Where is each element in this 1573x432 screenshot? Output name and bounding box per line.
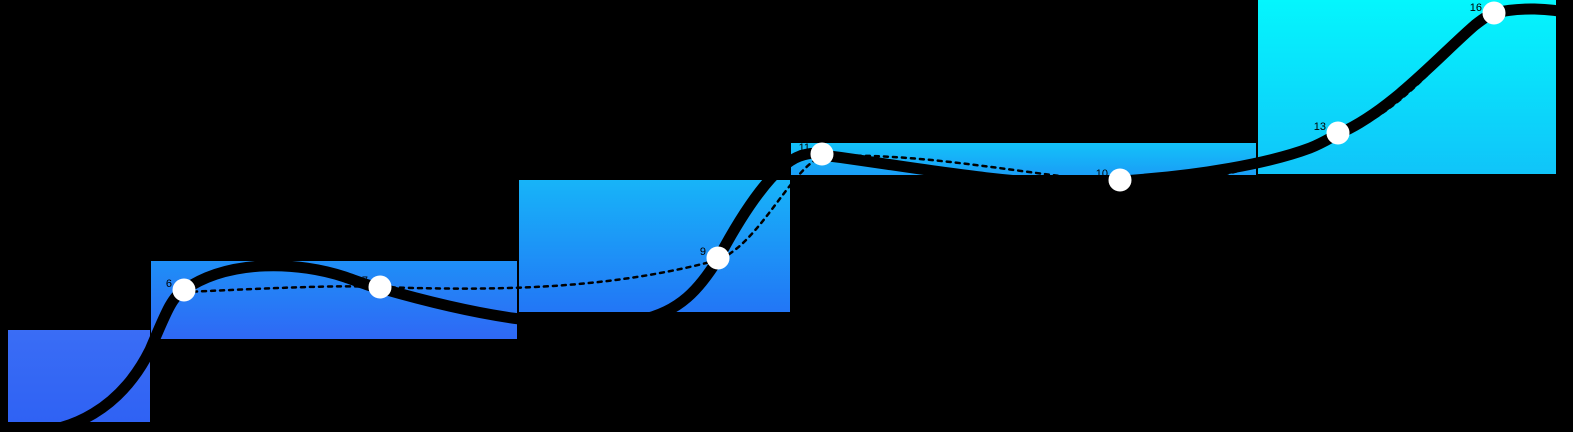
spline-markers bbox=[172, 1, 1506, 302]
data-label: 13 bbox=[1314, 121, 1326, 133]
data-point-marker[interactable] bbox=[706, 246, 730, 270]
data-label: 6 bbox=[166, 278, 172, 290]
data-point-marker[interactable] bbox=[810, 142, 834, 166]
data-point-marker[interactable] bbox=[1108, 168, 1132, 192]
data-label: 11 bbox=[799, 142, 810, 154]
data-point-marker[interactable] bbox=[1326, 121, 1350, 145]
spline-line bbox=[22, 3, 1573, 432]
data-label: 7 bbox=[362, 275, 368, 287]
data-point-marker[interactable] bbox=[172, 278, 196, 302]
bar-item[interactable] bbox=[519, 180, 790, 312]
data-point-labels: 6 7 9 11 10 13 16 bbox=[166, 2, 1482, 290]
data-label: 10 bbox=[1096, 168, 1108, 180]
data-point-marker[interactable] bbox=[1482, 1, 1506, 25]
data-point-marker[interactable] bbox=[368, 275, 392, 299]
bar-item[interactable] bbox=[8, 330, 150, 422]
data-label: 16 bbox=[1470, 2, 1482, 14]
data-label: 9 bbox=[700, 246, 706, 258]
